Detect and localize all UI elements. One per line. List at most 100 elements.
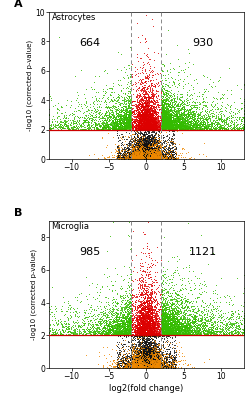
Point (121, 154, 125, 161)
Point (133, 153, 137, 159)
Point (122, 120, 126, 126)
Point (120, 365, 124, 371)
Point (61, 329, 65, 335)
Point (176, 323, 180, 330)
Point (148, 296, 152, 303)
Point (129, 329, 133, 335)
Point (150, 346, 154, 353)
Point (154, 152, 158, 158)
Point (168, 363, 171, 370)
Point (183, 118, 186, 125)
Point (216, 109, 220, 115)
Point (239, 313, 243, 319)
Point (137, 360, 141, 366)
Point (123, 302, 126, 309)
Point (140, 363, 144, 369)
Point (144, 154, 148, 160)
Point (144, 155, 148, 161)
Point (203, 314, 207, 321)
Point (140, 147, 144, 153)
Point (167, 346, 171, 352)
Point (162, 120, 166, 127)
Point (186, 362, 190, 368)
Point (142, 148, 146, 154)
Point (145, 121, 149, 127)
Point (168, 99, 172, 105)
Point (123, 331, 127, 337)
Point (155, 147, 159, 154)
Point (99, 115, 103, 122)
Point (169, 331, 172, 338)
Point (144, 358, 148, 365)
Point (167, 311, 171, 317)
Point (151, 152, 154, 158)
Point (133, 152, 137, 158)
Point (144, 116, 148, 123)
Point (145, 156, 149, 162)
Point (137, 150, 141, 156)
Point (138, 148, 142, 154)
Point (142, 149, 146, 156)
Point (150, 152, 154, 158)
Point (141, 156, 145, 162)
Point (94, 330, 98, 336)
Point (150, 149, 154, 156)
Point (179, 121, 183, 128)
Point (145, 155, 149, 162)
Point (156, 145, 160, 151)
Point (161, 323, 165, 330)
Point (120, 123, 124, 129)
Point (218, 319, 222, 325)
Point (144, 155, 148, 162)
Point (147, 152, 151, 158)
Point (161, 148, 165, 154)
Point (151, 146, 155, 153)
Point (133, 314, 137, 320)
Point (125, 359, 129, 365)
Point (94, 321, 98, 328)
Point (167, 130, 171, 137)
Point (148, 156, 152, 162)
Point (145, 305, 149, 312)
Point (149, 112, 153, 118)
Point (145, 154, 149, 160)
Point (140, 357, 144, 363)
Point (180, 91, 184, 97)
Point (218, 124, 222, 131)
Point (134, 155, 138, 161)
Point (154, 360, 158, 366)
Point (148, 359, 152, 366)
Point (142, 126, 146, 132)
Point (131, 345, 135, 352)
Point (168, 359, 172, 366)
Point (146, 124, 150, 130)
Point (165, 330, 169, 336)
Point (150, 364, 154, 370)
Point (183, 328, 187, 334)
Point (152, 146, 156, 153)
Point (168, 104, 172, 110)
Point (166, 122, 170, 128)
Point (165, 319, 169, 325)
Point (209, 328, 213, 334)
Point (231, 125, 235, 132)
Point (147, 156, 151, 162)
Point (139, 150, 143, 156)
Point (142, 152, 146, 158)
Point (148, 363, 152, 370)
Point (163, 105, 167, 111)
Point (144, 127, 148, 133)
Point (131, 364, 135, 370)
Point (122, 323, 125, 330)
Point (151, 103, 155, 110)
Point (159, 108, 163, 115)
Point (146, 154, 150, 160)
Point (178, 107, 182, 113)
Point (53, 327, 57, 334)
Point (144, 321, 148, 328)
Point (143, 151, 147, 158)
Point (192, 117, 196, 124)
Point (153, 134, 157, 140)
Point (170, 321, 174, 328)
Point (169, 314, 173, 321)
